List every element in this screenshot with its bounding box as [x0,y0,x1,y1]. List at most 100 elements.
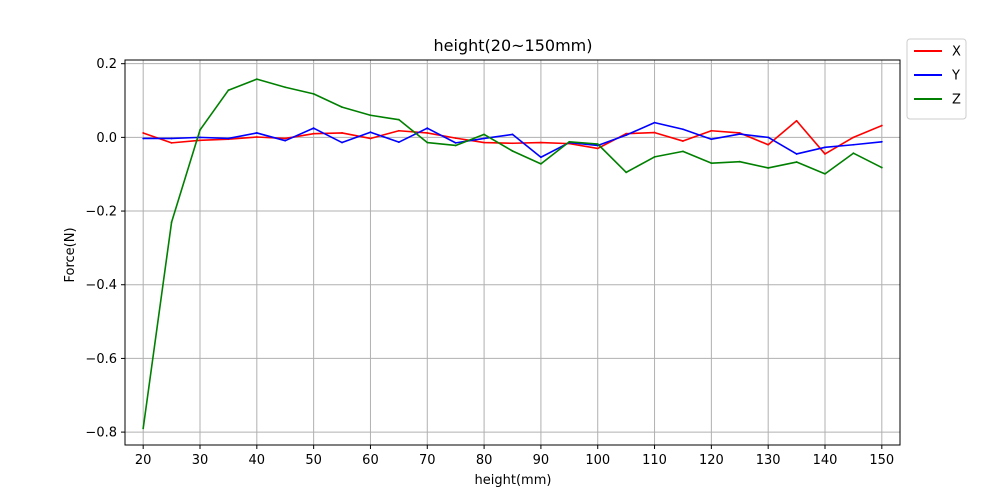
data-point-y [227,137,230,140]
y-tick-label: −0.2 [85,205,117,220]
data-point-x [397,129,400,132]
data-point-y [426,127,429,130]
data-point-y [824,146,826,149]
x-tick-label: 60 [362,453,379,468]
data-point-z [625,171,628,174]
data-point-y [511,133,514,136]
x-tick-label: 120 [699,453,724,468]
y-tick-label: −0.4 [85,278,117,293]
data-point-z [710,162,713,165]
data-point-x [880,124,883,127]
x-tick-label: 80 [476,453,493,468]
y-tick-label: 0.2 [96,57,117,72]
legend-label-z: Z [952,93,961,108]
data-point-z [767,167,770,169]
data-point-z [227,89,230,92]
data-point-x [255,136,258,138]
x-tick-label: 70 [419,453,436,468]
data-point-z [511,150,514,152]
data-point-y [284,139,287,142]
data-point-x [341,132,343,134]
grid [125,60,900,445]
data-point-y [142,137,145,140]
data-point-z [426,141,429,144]
data-point-z [284,86,287,89]
x-tick-label: 110 [642,453,667,468]
data-point-x [483,141,485,144]
data-point-x [596,147,599,150]
x-axis-title: height(mm) [475,473,552,488]
y-axis-title: Force(N) [63,227,78,282]
data-point-y [653,121,656,124]
series-line-y [143,121,882,159]
data-point-z [142,427,145,430]
data-point-y [880,140,883,143]
data-point-x [511,142,514,145]
data-point-z [341,106,343,109]
data-point-x [426,132,429,134]
data-point-z [568,140,571,143]
data-point-y [795,153,798,155]
data-point-y [312,127,315,130]
data-point-x [653,131,656,134]
data-point-z [397,118,400,121]
x-tick-label: 50 [305,453,322,468]
data-point-z [596,143,599,145]
y-tick-label: −0.8 [85,426,117,441]
data-point-z [540,162,542,165]
plot-frame [124,59,901,446]
data-point-x [824,153,826,155]
x-tick-label: 130 [756,453,781,468]
data-point-x [142,132,145,134]
data-point-x [199,139,201,142]
data-point-x [312,132,315,135]
data-point-y [738,133,741,135]
data-point-z [880,166,883,169]
data-point-z [170,221,173,224]
axes: 20 30 40 50 60 70 80 90 100 110 120 130 140 150 0.2 0.0… [85,57,894,468]
data-point-z [653,155,656,158]
data-point-z [454,144,457,147]
legend: XYZ [906,38,967,120]
data-point-z [199,129,201,131]
data-point-z [852,152,855,155]
data-point-x [284,137,287,140]
data-point-x [852,136,855,139]
data-point-y [710,138,713,141]
data-point-y [454,141,457,144]
x-tick-label: 20 [135,453,152,468]
data-point-y [625,134,628,137]
series-line-z [142,78,883,429]
data-point-z [795,161,798,163]
data-point-y [540,156,542,159]
x-tick-label: 40 [249,453,266,468]
data-point-y [682,128,684,131]
series-layer [142,78,883,430]
x-tick-label: 90 [533,453,550,468]
data-point-z [824,172,826,175]
data-point-y [170,137,173,140]
data-point-y [767,136,770,139]
x-tick-label: 150 [869,453,894,468]
data-point-x [682,140,684,142]
legend-label-x: X [952,45,961,60]
data-point-x [767,143,770,146]
data-point-y [341,141,343,144]
series-z [142,78,883,430]
data-point-x [795,119,798,122]
data-point-y [397,141,400,144]
series-y [142,121,883,159]
data-point-y [852,143,855,146]
data-point-x [454,137,457,140]
data-point-y [255,132,258,134]
data-point-x [170,141,173,144]
data-point-z [255,78,258,81]
chart-title: height(20~150mm) [434,36,593,55]
y-tick-label: 0.0 [96,131,117,146]
data-point-z [312,92,315,95]
y-tick-label: −0.6 [85,352,117,367]
x-tick-label: 140 [813,453,838,468]
data-point-y [199,136,201,139]
data-point-y [369,131,372,134]
